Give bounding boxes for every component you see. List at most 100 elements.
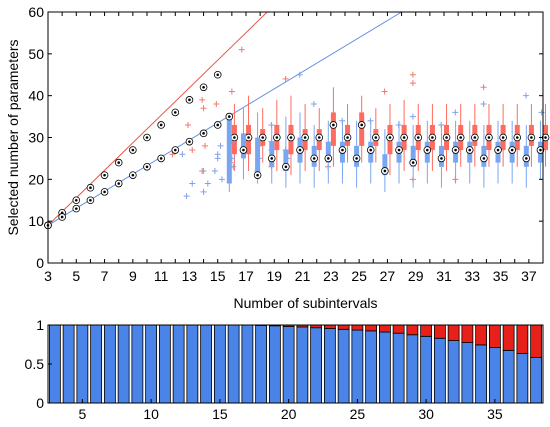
median-dot-red	[304, 136, 307, 139]
bar-blue	[242, 325, 253, 403]
bar-blue	[434, 338, 445, 403]
median-dot-blue	[355, 157, 358, 160]
bar-red	[407, 325, 418, 335]
bar-blue	[393, 333, 404, 403]
bar-blue	[379, 332, 390, 403]
reference-line-blue	[48, 12, 402, 225]
series-red	[45, 47, 549, 229]
bar-blue	[104, 325, 115, 403]
median-dot-red	[502, 136, 505, 139]
median-dot-red	[290, 136, 293, 139]
bar-x-tick-label: 5	[78, 406, 86, 422]
median-dot-red	[89, 186, 92, 189]
median-dot-red	[431, 136, 434, 139]
outlier-red	[239, 47, 245, 53]
bar-blue	[201, 325, 212, 403]
outlier-blue	[218, 143, 224, 149]
median-dot-red	[516, 136, 519, 139]
median-dot-blue	[412, 161, 415, 164]
y-tick-label: 60	[28, 4, 44, 20]
bar-blue	[146, 325, 157, 403]
box-blue	[241, 133, 246, 158]
bar-red	[393, 325, 404, 333]
outlier-blue	[201, 168, 207, 174]
outlier-blue	[481, 101, 487, 107]
x-tick-label: 7	[101, 268, 109, 284]
median-dot-red	[417, 136, 420, 139]
median-dot-blue	[103, 191, 106, 194]
median-dot-blue	[398, 149, 401, 152]
x-tick-label: 27	[380, 268, 396, 284]
y-tick-label: 10	[28, 213, 44, 229]
bar-x-tick-label: 25	[350, 406, 366, 422]
median-dot-red	[276, 136, 279, 139]
bar-blue	[407, 335, 418, 403]
median-dot-red	[247, 136, 250, 139]
bar-blue	[214, 325, 225, 403]
median-dot-red	[146, 136, 149, 139]
median-dot-blue	[327, 157, 330, 160]
outlier-blue	[219, 176, 225, 182]
bar-x-tick-label: 35	[487, 406, 503, 422]
box-blue	[255, 138, 260, 176]
bar-blue	[489, 348, 500, 403]
bar-blue	[228, 325, 239, 403]
bar-blue	[503, 350, 514, 403]
median-dot-blue	[174, 149, 177, 152]
x-axis-label: Number of subintervals	[234, 295, 378, 311]
median-dot-red	[188, 99, 191, 102]
x-tick-label: 17	[238, 268, 254, 284]
series-blue	[45, 72, 545, 229]
median-dot-red	[202, 86, 205, 89]
median-dot-red	[474, 136, 477, 139]
median-dot-blue	[369, 149, 372, 152]
outlier-red	[410, 80, 416, 86]
median-dot-blue	[89, 199, 92, 202]
median-dot-blue	[468, 149, 471, 152]
outlier-red	[189, 147, 195, 153]
median-dot-blue	[75, 207, 78, 210]
median-dot-blue	[454, 149, 457, 152]
outlier-red	[199, 97, 205, 103]
x-tick-label: 3	[44, 268, 52, 284]
bar-blue	[476, 345, 487, 403]
bar-x-tick-label: 15	[212, 406, 228, 422]
bar-y-tick-label: 1	[36, 317, 44, 333]
median-dot-red	[174, 111, 177, 114]
median-dot-red	[75, 199, 78, 202]
median-dot-red	[459, 136, 462, 139]
bar-x-tick-label: 30	[418, 406, 434, 422]
bar-red	[503, 325, 514, 350]
outlier-red	[201, 105, 207, 111]
bar-blue	[63, 325, 74, 403]
median-dot-blue	[146, 165, 149, 168]
outlier-blue	[452, 109, 458, 115]
median-dot-red	[117, 161, 120, 164]
bar-x-tick-label: 10	[143, 406, 159, 422]
x-tick-label: 13	[182, 268, 198, 284]
median-dot-blue	[440, 157, 443, 160]
outlier-blue	[179, 151, 185, 157]
bar-blue	[531, 357, 542, 403]
x-tick-label: 19	[266, 268, 282, 284]
bar-red	[324, 325, 335, 329]
outlier-red	[382, 88, 388, 94]
median-dot-blue	[483, 157, 486, 160]
x-tick-label: 15	[210, 268, 226, 284]
x-tick-label: 29	[408, 268, 424, 284]
median-dot-blue	[426, 149, 429, 152]
x-tick-label: 25	[351, 268, 367, 284]
bar-blue	[324, 329, 335, 403]
y-axis-label: Selected number of parameters	[5, 39, 21, 235]
outlier-blue	[184, 193, 190, 199]
bar-blue	[187, 325, 198, 403]
outlier-red	[481, 84, 487, 90]
outlier-red	[213, 101, 219, 107]
median-dot-blue	[242, 149, 245, 152]
bar-blue	[338, 329, 349, 403]
bar-y-tick-label: 0.5	[25, 356, 45, 372]
outlier-blue	[189, 181, 195, 187]
median-dot-red	[160, 124, 163, 127]
